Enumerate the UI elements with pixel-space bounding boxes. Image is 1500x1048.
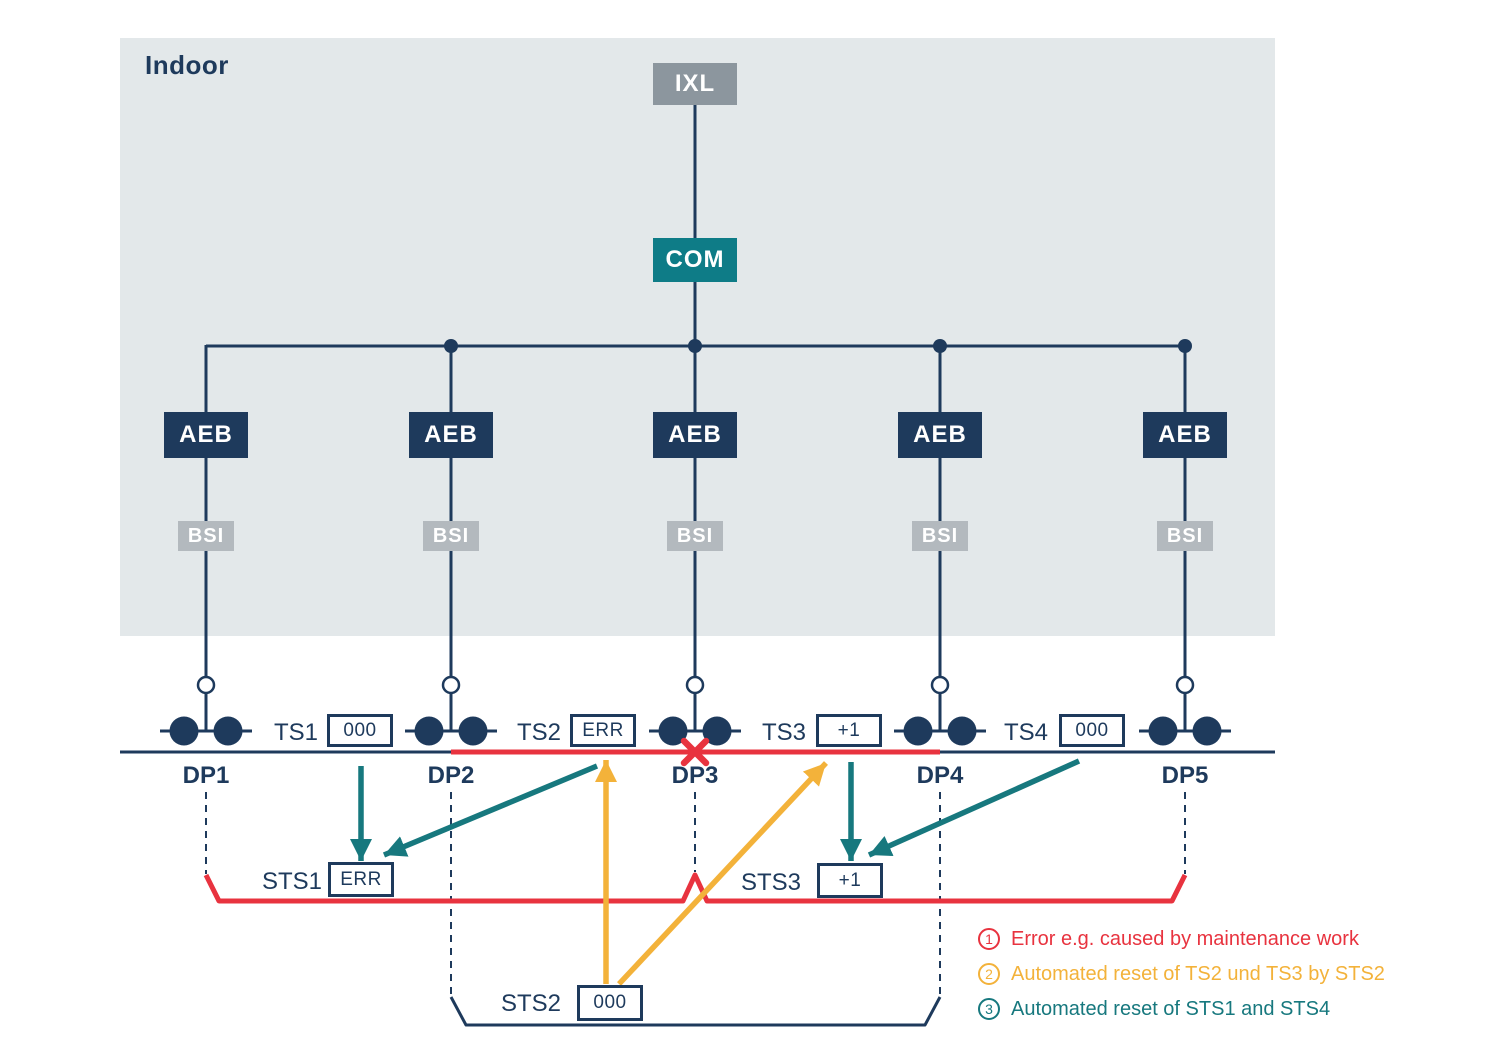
bsi-node-5: BSI — [1157, 521, 1213, 551]
ts2-value-box: ERR — [570, 714, 636, 747]
wheel-sensor-right — [947, 716, 977, 746]
bsi-node-2: BSI — [423, 521, 479, 551]
sts1-sts3-scope-bracket — [203, 872, 1188, 904]
ts1-label: TS1 — [274, 719, 319, 746]
sts2-scope-bracket — [449, 996, 942, 1027]
detection-point-label-dp1: DP1 — [182, 762, 230, 789]
wheel-sensor-right — [213, 716, 243, 746]
sts1-reset-arrow-from-ts2 — [382, 763, 599, 858]
legend-item-ts-reset: 2 Automated reset of TS2 und TS3 by STS2 — [978, 962, 1385, 986]
error-cross-icon — [680, 737, 710, 767]
axle-counter-ring — [1175, 675, 1195, 695]
ts4-value-box: 000 — [1059, 714, 1125, 747]
indoor-panel-label: Indoor — [145, 50, 229, 80]
wheel-sensor-left — [169, 716, 199, 746]
sts3-value-box: +1 — [817, 863, 883, 898]
wheel-sensor-left — [903, 716, 933, 746]
aeb-node-4: AEB — [898, 412, 982, 458]
legend-item-error: 1 Error e.g. caused by maintenance work — [978, 927, 1359, 951]
aeb-node-5: AEB — [1143, 412, 1227, 458]
sts2-label: STS2 — [501, 990, 562, 1017]
legend-text-3: Automated reset of STS1 and STS4 — [1011, 997, 1331, 1020]
detection-point-label-dp2: DP2 — [427, 762, 475, 789]
axle-counter-ring — [441, 675, 461, 695]
bsi-node-1: BSI — [178, 521, 234, 551]
legend-item-sts-reset: 3 Automated reset of STS1 and STS4 — [978, 997, 1330, 1021]
wheel-sensor-left — [1148, 716, 1178, 746]
ts3-label: TS3 — [762, 719, 807, 746]
detection-point-label-dp4: DP4 — [916, 762, 964, 789]
sts3-reset-arrow-from-ts4 — [867, 758, 1081, 858]
sts2-value-box: 000 — [577, 985, 643, 1021]
legend-number-badge-2: 2 — [978, 963, 1000, 985]
sts1-value-box: ERR — [328, 862, 394, 897]
axle-counter-ring — [930, 675, 950, 695]
wheel-sensor-right — [458, 716, 488, 746]
ts3-reset-arrow-from-sts2 — [616, 761, 829, 986]
detection-point-label-dp5: DP5 — [1161, 762, 1209, 789]
axle-counter-ring — [685, 675, 705, 695]
wheel-sensor-left — [658, 716, 688, 746]
ts2-label: TS2 — [517, 719, 562, 746]
detection-point-label-dp3: DP3 — [671, 762, 719, 789]
wheel-sensor-left — [414, 716, 444, 746]
ts4-label: TS4 — [1004, 719, 1049, 746]
legend-text-1: Error e.g. caused by maintenance work — [1011, 927, 1359, 950]
aeb-node-3: AEB — [653, 412, 737, 458]
legend-text-2: Automated reset of TS2 und TS3 by STS2 — [1011, 962, 1385, 985]
signal-column-dp1 — [160, 345, 252, 746]
aeb-node-2: AEB — [409, 412, 493, 458]
bsi-node-3: BSI — [667, 521, 723, 551]
ts3-value-box: +1 — [816, 714, 882, 747]
wheel-sensor-right — [702, 716, 732, 746]
sts3-label: STS3 — [741, 869, 802, 896]
axle-counter-ring — [196, 675, 216, 695]
bsi-node-4: BSI — [912, 521, 968, 551]
signal-column-dp3 — [649, 345, 741, 746]
wheel-sensor-right — [1192, 716, 1222, 746]
legend-number-badge-1: 1 — [978, 928, 1000, 950]
com-node: COM — [653, 238, 737, 282]
ixl-node: IXL — [653, 63, 737, 105]
ts1-value-box: 000 — [327, 714, 393, 747]
legend-number-badge-3: 3 — [978, 998, 1000, 1020]
sts1-label: STS1 — [262, 868, 323, 895]
aeb-node-1: AEB — [164, 412, 248, 458]
